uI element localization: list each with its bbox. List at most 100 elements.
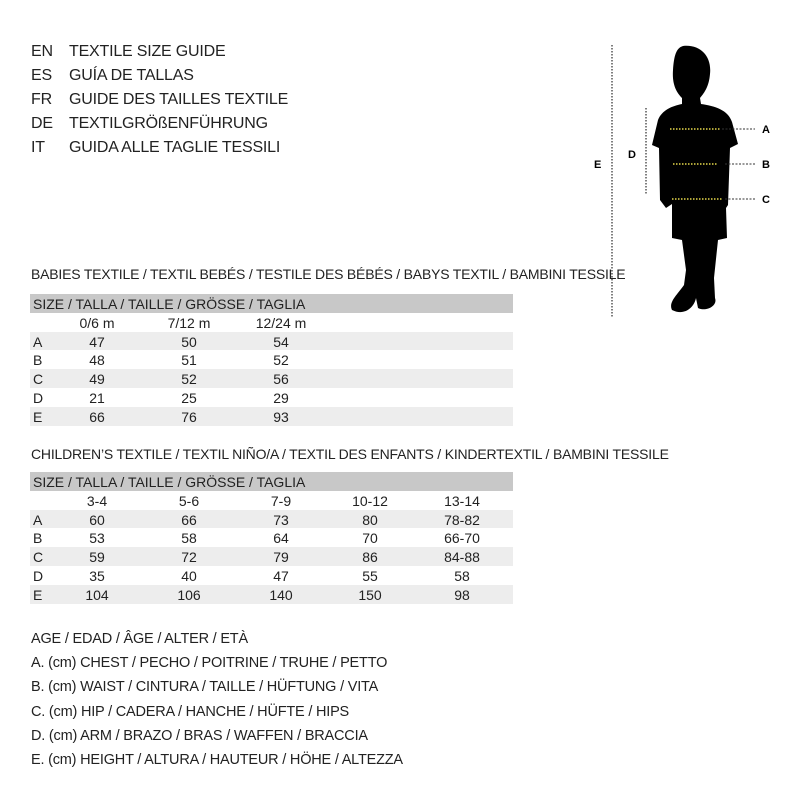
table-row: E 104 106 140 150 98 bbox=[30, 584, 513, 604]
table-cell: 86 bbox=[362, 549, 378, 566]
table-cell: 60 bbox=[89, 511, 105, 528]
table-cell: 21 bbox=[89, 389, 105, 406]
column-header: 13-14 bbox=[444, 492, 480, 509]
row-label: E bbox=[33, 586, 43, 603]
table-row: B 53 58 64 70 66-70 bbox=[30, 528, 513, 547]
table-cell: 106 bbox=[177, 586, 201, 603]
size-header-row: SIZE / TALLA / TAILLE / GRÖSSE / TAGLIA bbox=[30, 472, 513, 491]
lang-code: ES bbox=[31, 67, 52, 84]
babies-size-table: SIZE / TALLA / TAILLE / GRÖSSE / TAGLIA 0… bbox=[30, 294, 513, 426]
table-cell: 54 bbox=[273, 333, 289, 350]
label-b: B bbox=[762, 159, 770, 171]
table-cell: 64 bbox=[273, 530, 289, 547]
column-header: 10-12 bbox=[352, 492, 388, 509]
column-header-row: 3-4 5-6 7-9 10-12 13-14 bbox=[30, 491, 513, 510]
lang-title: GUIDA ALLE TAGLIE TESSILI bbox=[69, 139, 281, 156]
row-label: B bbox=[33, 352, 43, 369]
table-cell: 47 bbox=[273, 567, 289, 584]
table-cell: 59 bbox=[89, 549, 105, 566]
table-cell: 78-82 bbox=[444, 511, 480, 528]
lang-title: TEXTILGRÖßENFÜHRUNG bbox=[69, 115, 268, 132]
table-row: A 60 66 73 80 78-82 bbox=[30, 509, 513, 529]
table-cell: 49 bbox=[89, 371, 105, 388]
legend-item: B. (cm) WAIST / CINTURA / TAILLE / HÜFTU… bbox=[31, 679, 379, 696]
table-row: C 59 72 79 86 84-88 bbox=[30, 547, 513, 566]
table-cell: 66-70 bbox=[444, 530, 480, 547]
table-cell: 47 bbox=[89, 333, 105, 350]
table-cell: 72 bbox=[181, 549, 197, 566]
table-cell: 80 bbox=[362, 511, 378, 528]
label-c: C bbox=[762, 194, 770, 206]
table-cell: 53 bbox=[89, 530, 105, 547]
table-cell: 35 bbox=[89, 567, 105, 584]
size-header-row: SIZE / TALLA / TAILLE / GRÖSSE / TAGLIA bbox=[30, 294, 513, 313]
table-cell: 73 bbox=[273, 511, 289, 528]
table-cell: 93 bbox=[273, 408, 289, 425]
row-label: A bbox=[33, 511, 43, 528]
row-label: C bbox=[33, 371, 44, 388]
column-header: 7-9 bbox=[270, 492, 292, 509]
legend-item: D. (cm) ARM / BRAZO / BRAS / WAFFEN / BR… bbox=[31, 727, 368, 744]
table-cell: 66 bbox=[181, 511, 197, 528]
label-d: D bbox=[628, 149, 636, 161]
table-cell: 56 bbox=[273, 371, 289, 388]
lang-code: DE bbox=[31, 115, 53, 132]
legend-item: C. (cm) HIP / CADERA / HANCHE / HÜFTE / … bbox=[31, 703, 350, 720]
table-row: D 35 40 47 55 58 bbox=[30, 566, 513, 585]
row-label: D bbox=[33, 567, 44, 584]
legend-item: E. (cm) HEIGHT / ALTURA / HAUTEUR / HÖHE… bbox=[31, 752, 403, 768]
babies-section-title: BABIES TEXTILE / TEXTIL BEBÉS / TESTILE … bbox=[31, 266, 626, 282]
table-cell: 140 bbox=[269, 586, 293, 603]
lang-title: GUÍA DE TALLAS bbox=[69, 67, 194, 84]
row-label: C bbox=[33, 549, 44, 566]
label-a: A bbox=[762, 124, 770, 136]
table-cell: 104 bbox=[85, 586, 109, 603]
table-cell: 58 bbox=[454, 567, 470, 584]
table-cell: 76 bbox=[181, 408, 197, 425]
column-header: 12/24 m bbox=[255, 314, 307, 331]
table-cell: 84-88 bbox=[444, 549, 480, 566]
lang-code: FR bbox=[31, 91, 52, 108]
lang-title: TEXTILE SIZE GUIDE bbox=[69, 43, 226, 60]
column-header: 5-6 bbox=[178, 492, 200, 509]
size-header: SIZE / TALLA / TAILLE / GRÖSSE / TAGLIA bbox=[33, 296, 306, 312]
lang-title: GUIDE DES TAILLES TEXTILE bbox=[69, 91, 289, 108]
table-cell: 52 bbox=[181, 371, 197, 388]
children-size-table: SIZE / TALLA / TAILLE / GRÖSSE / TAGLIA 3… bbox=[30, 472, 513, 604]
column-header: 3-4 bbox=[86, 492, 108, 509]
child-silhouette-icon bbox=[652, 45, 738, 313]
row-label: E bbox=[33, 408, 43, 425]
table-cell: 25 bbox=[181, 389, 197, 406]
legend-item: AGE / EDAD / ÂGE / ALTER / ETÀ bbox=[31, 631, 248, 647]
table-cell: 150 bbox=[358, 586, 382, 603]
label-e: E bbox=[594, 159, 601, 171]
table-cell: 58 bbox=[181, 530, 197, 547]
children-section-title: CHILDREN’S TEXTILE / TEXTIL NIÑO/A / TEX… bbox=[31, 446, 669, 462]
table-cell: 66 bbox=[89, 408, 105, 425]
table-row: A 47 50 54 bbox=[30, 331, 513, 351]
size-header: SIZE / TALLA / TAILLE / GRÖSSE / TAGLIA bbox=[33, 474, 306, 490]
table-cell: 51 bbox=[181, 352, 197, 369]
lang-code: EN bbox=[31, 43, 53, 60]
table-cell: 98 bbox=[454, 586, 470, 603]
legend-item: A. (cm) CHEST / PECHO / POITRINE / TRUHE… bbox=[31, 655, 388, 672]
table-cell: 55 bbox=[362, 567, 378, 584]
table-cell: 52 bbox=[273, 352, 289, 369]
table-cell: 29 bbox=[273, 389, 289, 406]
child-silhouette-figure: A B C D E bbox=[594, 45, 770, 318]
row-label: B bbox=[33, 530, 43, 547]
table-cell: 48 bbox=[89, 352, 105, 369]
table-cell: 79 bbox=[273, 549, 289, 566]
column-header: 7/12 m bbox=[167, 314, 211, 331]
table-cell: 50 bbox=[181, 333, 197, 350]
lang-code: IT bbox=[31, 139, 45, 156]
table-row: E 66 76 93 bbox=[30, 406, 513, 426]
row-label: A bbox=[33, 333, 43, 350]
column-header: 0/6 m bbox=[79, 314, 115, 331]
column-header-row: 0/6 m 7/12 m 12/24 m bbox=[30, 313, 513, 332]
table-row: C 49 52 56 bbox=[30, 369, 513, 388]
table-cell: 40 bbox=[181, 567, 197, 584]
row-label: D bbox=[33, 389, 44, 406]
table-row: D 21 25 29 bbox=[30, 388, 513, 407]
